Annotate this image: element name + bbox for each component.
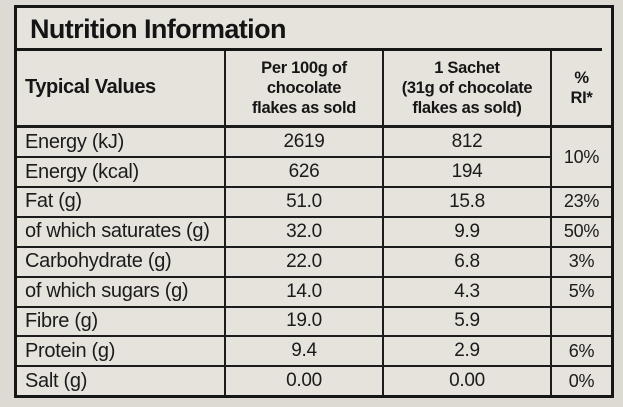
cell-per100: 9.4 bbox=[224, 335, 384, 368]
page-title: Nutrition Information bbox=[30, 14, 286, 44]
column-header-ri: % RI* bbox=[550, 50, 611, 129]
header-line: (31g of chocolate bbox=[401, 78, 533, 97]
cell-ri: 23% bbox=[550, 186, 611, 218]
cell-label: Carbohydrate (g) bbox=[17, 245, 226, 278]
header-line: chocolate bbox=[266, 78, 342, 97]
cell-per100: 0.00 bbox=[224, 365, 384, 395]
cell-per100: 51.0 bbox=[224, 186, 384, 218]
cell-sachet: 4.3 bbox=[382, 275, 552, 308]
cell-sachet: 194 bbox=[382, 156, 552, 189]
cell-per100: 626 bbox=[224, 156, 384, 189]
cell-sachet: 812 bbox=[382, 125, 552, 159]
nutrition-panel: Nutrition Information Typical Values Per… bbox=[14, 5, 614, 398]
cell-label: Fibre (g) bbox=[17, 305, 226, 338]
table-row-protein: Protein (g) 9.4 2.9 6% bbox=[17, 335, 611, 368]
cell-label: of which saturates (g) bbox=[17, 215, 226, 248]
table-row-fat: Fat (g) 51.0 15.8 23% bbox=[17, 186, 611, 218]
table-row-saturates: of which saturates (g) 32.0 9.9 50% bbox=[17, 215, 611, 248]
cell-per100: 2619 bbox=[224, 125, 384, 159]
header-line: flakes as sold) bbox=[412, 99, 522, 117]
cell-per100: 19.0 bbox=[224, 305, 384, 338]
header-line: Per 100g of bbox=[261, 58, 347, 77]
header-line: 1 Sachet bbox=[434, 58, 500, 77]
header-line: flakes as sold bbox=[251, 99, 357, 117]
column-header-sachet: 1 Sachet (31g of chocolate flakes as sol… bbox=[382, 50, 552, 129]
cell-label: Fat (g) bbox=[17, 186, 226, 218]
cell-sachet: 5.9 bbox=[382, 305, 552, 338]
table-row-fibre: Fibre (g) 19.0 5.9 bbox=[17, 305, 611, 338]
cell-per100: 32.0 bbox=[224, 215, 384, 248]
cell-per100: 22.0 bbox=[224, 245, 384, 278]
nutrition-table: Typical Values Per 100g of chocolate fla… bbox=[17, 50, 611, 395]
cell-sachet: 6.8 bbox=[382, 245, 552, 278]
cell-per100: 14.0 bbox=[224, 275, 384, 308]
cell-ri: 50% bbox=[550, 215, 611, 248]
table-row-salt: Salt (g) 0.00 0.00 0% bbox=[17, 365, 611, 395]
cell-label: Salt (g) bbox=[17, 365, 226, 395]
cell-ri: 6% bbox=[550, 335, 611, 368]
cell-ri bbox=[550, 305, 611, 338]
header-line: RI* bbox=[570, 88, 593, 107]
cell-label: Energy (kcal) bbox=[17, 156, 226, 189]
table-row-sugars: of which sugars (g) 14.0 4.3 5% bbox=[17, 275, 611, 308]
table-row-energy-kcal: Energy (kcal) 626 194 bbox=[17, 156, 611, 189]
cell-sachet: 15.8 bbox=[382, 186, 552, 218]
column-header-per-100g: Per 100g of chocolate flakes as sold bbox=[224, 50, 384, 129]
cell-label: Energy (kJ) bbox=[17, 125, 226, 159]
cell-label: Protein (g) bbox=[17, 335, 226, 368]
header-line: % bbox=[574, 68, 589, 87]
cell-ri: 0% bbox=[550, 365, 611, 395]
table-row-energy-kj: Energy (kJ) 2619 812 10% bbox=[17, 125, 611, 189]
cell-sachet: 2.9 bbox=[382, 335, 552, 368]
column-header-typical-values: Typical Values bbox=[17, 50, 226, 129]
cell-ri-energy: 10% bbox=[550, 125, 611, 189]
panel-title-block: Nutrition Information bbox=[17, 8, 602, 51]
cell-sachet: 9.9 bbox=[382, 215, 552, 248]
cell-ri: 5% bbox=[550, 275, 611, 308]
cell-label: of which sugars (g) bbox=[17, 275, 226, 308]
table-row-carbohydrate: Carbohydrate (g) 22.0 6.8 3% bbox=[17, 245, 611, 278]
cell-sachet: 0.00 bbox=[382, 365, 552, 395]
cell-ri: 3% bbox=[550, 245, 611, 278]
header-row: Typical Values Per 100g of chocolate fla… bbox=[17, 50, 611, 129]
